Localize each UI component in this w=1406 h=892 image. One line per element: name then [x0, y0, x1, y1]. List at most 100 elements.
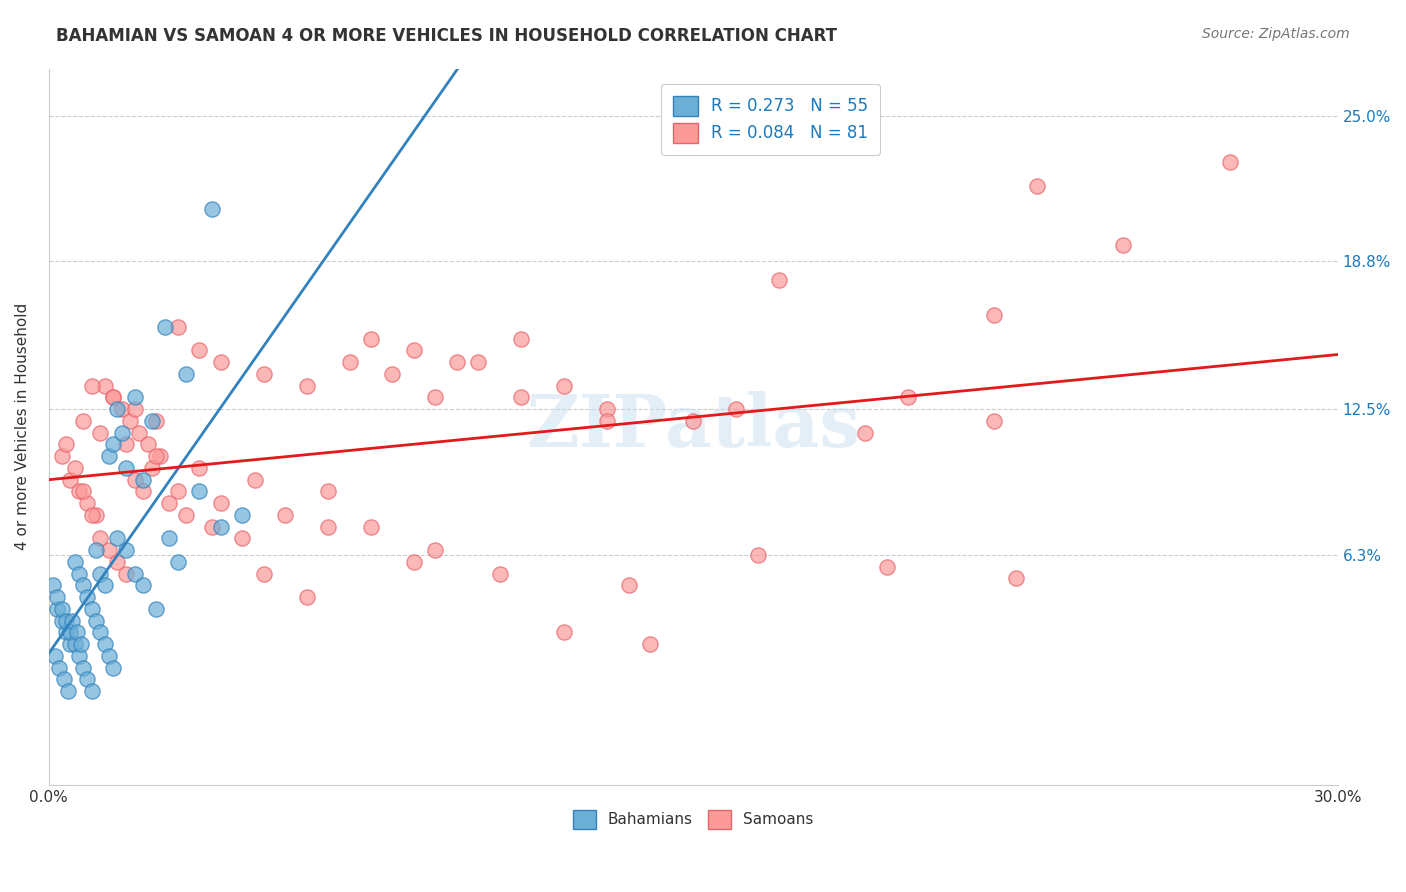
Point — [166, 484, 188, 499]
Point — [489, 566, 512, 581]
Point — [103, 437, 125, 451]
Point — [80, 378, 103, 392]
Point — [853, 425, 876, 440]
Point — [103, 391, 125, 405]
Point — [510, 332, 533, 346]
Y-axis label: 4 or more Vehicles in Household: 4 or more Vehicles in Household — [15, 303, 30, 550]
Point — [89, 625, 111, 640]
Point — [97, 543, 120, 558]
Point — [107, 555, 129, 569]
Point — [93, 378, 115, 392]
Point — [89, 425, 111, 440]
Point — [84, 614, 107, 628]
Point — [93, 637, 115, 651]
Point — [132, 473, 155, 487]
Point — [897, 391, 920, 405]
Point — [209, 496, 232, 510]
Point — [84, 508, 107, 522]
Point — [596, 402, 619, 417]
Point — [72, 660, 94, 674]
Point — [360, 519, 382, 533]
Point — [67, 566, 90, 581]
Point — [80, 602, 103, 616]
Point — [115, 437, 138, 451]
Point — [48, 660, 70, 674]
Point — [145, 414, 167, 428]
Point — [402, 555, 425, 569]
Point — [76, 590, 98, 604]
Point — [63, 637, 86, 651]
Point — [201, 202, 224, 217]
Point — [145, 602, 167, 616]
Point — [55, 437, 77, 451]
Point — [339, 355, 361, 369]
Point — [111, 402, 134, 417]
Point — [295, 378, 318, 392]
Point — [128, 425, 150, 440]
Point — [316, 484, 339, 499]
Point — [55, 614, 77, 628]
Point — [46, 602, 69, 616]
Point — [44, 648, 66, 663]
Point — [67, 648, 90, 663]
Point — [67, 484, 90, 499]
Point — [72, 484, 94, 499]
Point — [188, 461, 211, 475]
Point — [51, 614, 73, 628]
Point — [983, 414, 1005, 428]
Point — [51, 602, 73, 616]
Point — [124, 391, 146, 405]
Text: Source: ZipAtlas.com: Source: ZipAtlas.com — [1202, 27, 1350, 41]
Point — [141, 461, 163, 475]
Point — [188, 343, 211, 358]
Point — [63, 461, 86, 475]
Point — [124, 473, 146, 487]
Point — [166, 320, 188, 334]
Text: BAHAMIAN VS SAMOAN 4 OR MORE VEHICLES IN HOUSEHOLD CORRELATION CHART: BAHAMIAN VS SAMOAN 4 OR MORE VEHICLES IN… — [56, 27, 837, 45]
Point — [80, 684, 103, 698]
Point — [132, 578, 155, 592]
Point — [89, 532, 111, 546]
Point — [174, 367, 197, 381]
Point — [209, 355, 232, 369]
Point — [107, 402, 129, 417]
Point — [72, 578, 94, 592]
Point — [51, 449, 73, 463]
Point — [768, 273, 790, 287]
Point — [149, 449, 172, 463]
Point — [115, 461, 138, 475]
Point — [243, 473, 266, 487]
Point — [120, 414, 142, 428]
Point — [231, 532, 253, 546]
Point — [72, 414, 94, 428]
Point — [682, 414, 704, 428]
Point — [1026, 179, 1049, 194]
Point — [136, 437, 159, 451]
Point — [76, 673, 98, 687]
Point — [42, 578, 65, 592]
Point — [141, 414, 163, 428]
Point — [596, 414, 619, 428]
Point — [56, 684, 79, 698]
Point — [115, 543, 138, 558]
Point — [166, 555, 188, 569]
Point — [84, 543, 107, 558]
Point — [425, 391, 447, 405]
Point — [1112, 237, 1135, 252]
Point — [107, 532, 129, 546]
Point — [381, 367, 404, 381]
Point — [115, 566, 138, 581]
Point — [201, 519, 224, 533]
Point — [876, 559, 898, 574]
Point — [316, 519, 339, 533]
Point — [124, 566, 146, 581]
Point — [97, 648, 120, 663]
Point — [231, 508, 253, 522]
Point — [132, 484, 155, 499]
Point — [983, 308, 1005, 322]
Point — [725, 402, 748, 417]
Point — [467, 355, 489, 369]
Point — [157, 532, 180, 546]
Point — [46, 590, 69, 604]
Point — [70, 637, 93, 651]
